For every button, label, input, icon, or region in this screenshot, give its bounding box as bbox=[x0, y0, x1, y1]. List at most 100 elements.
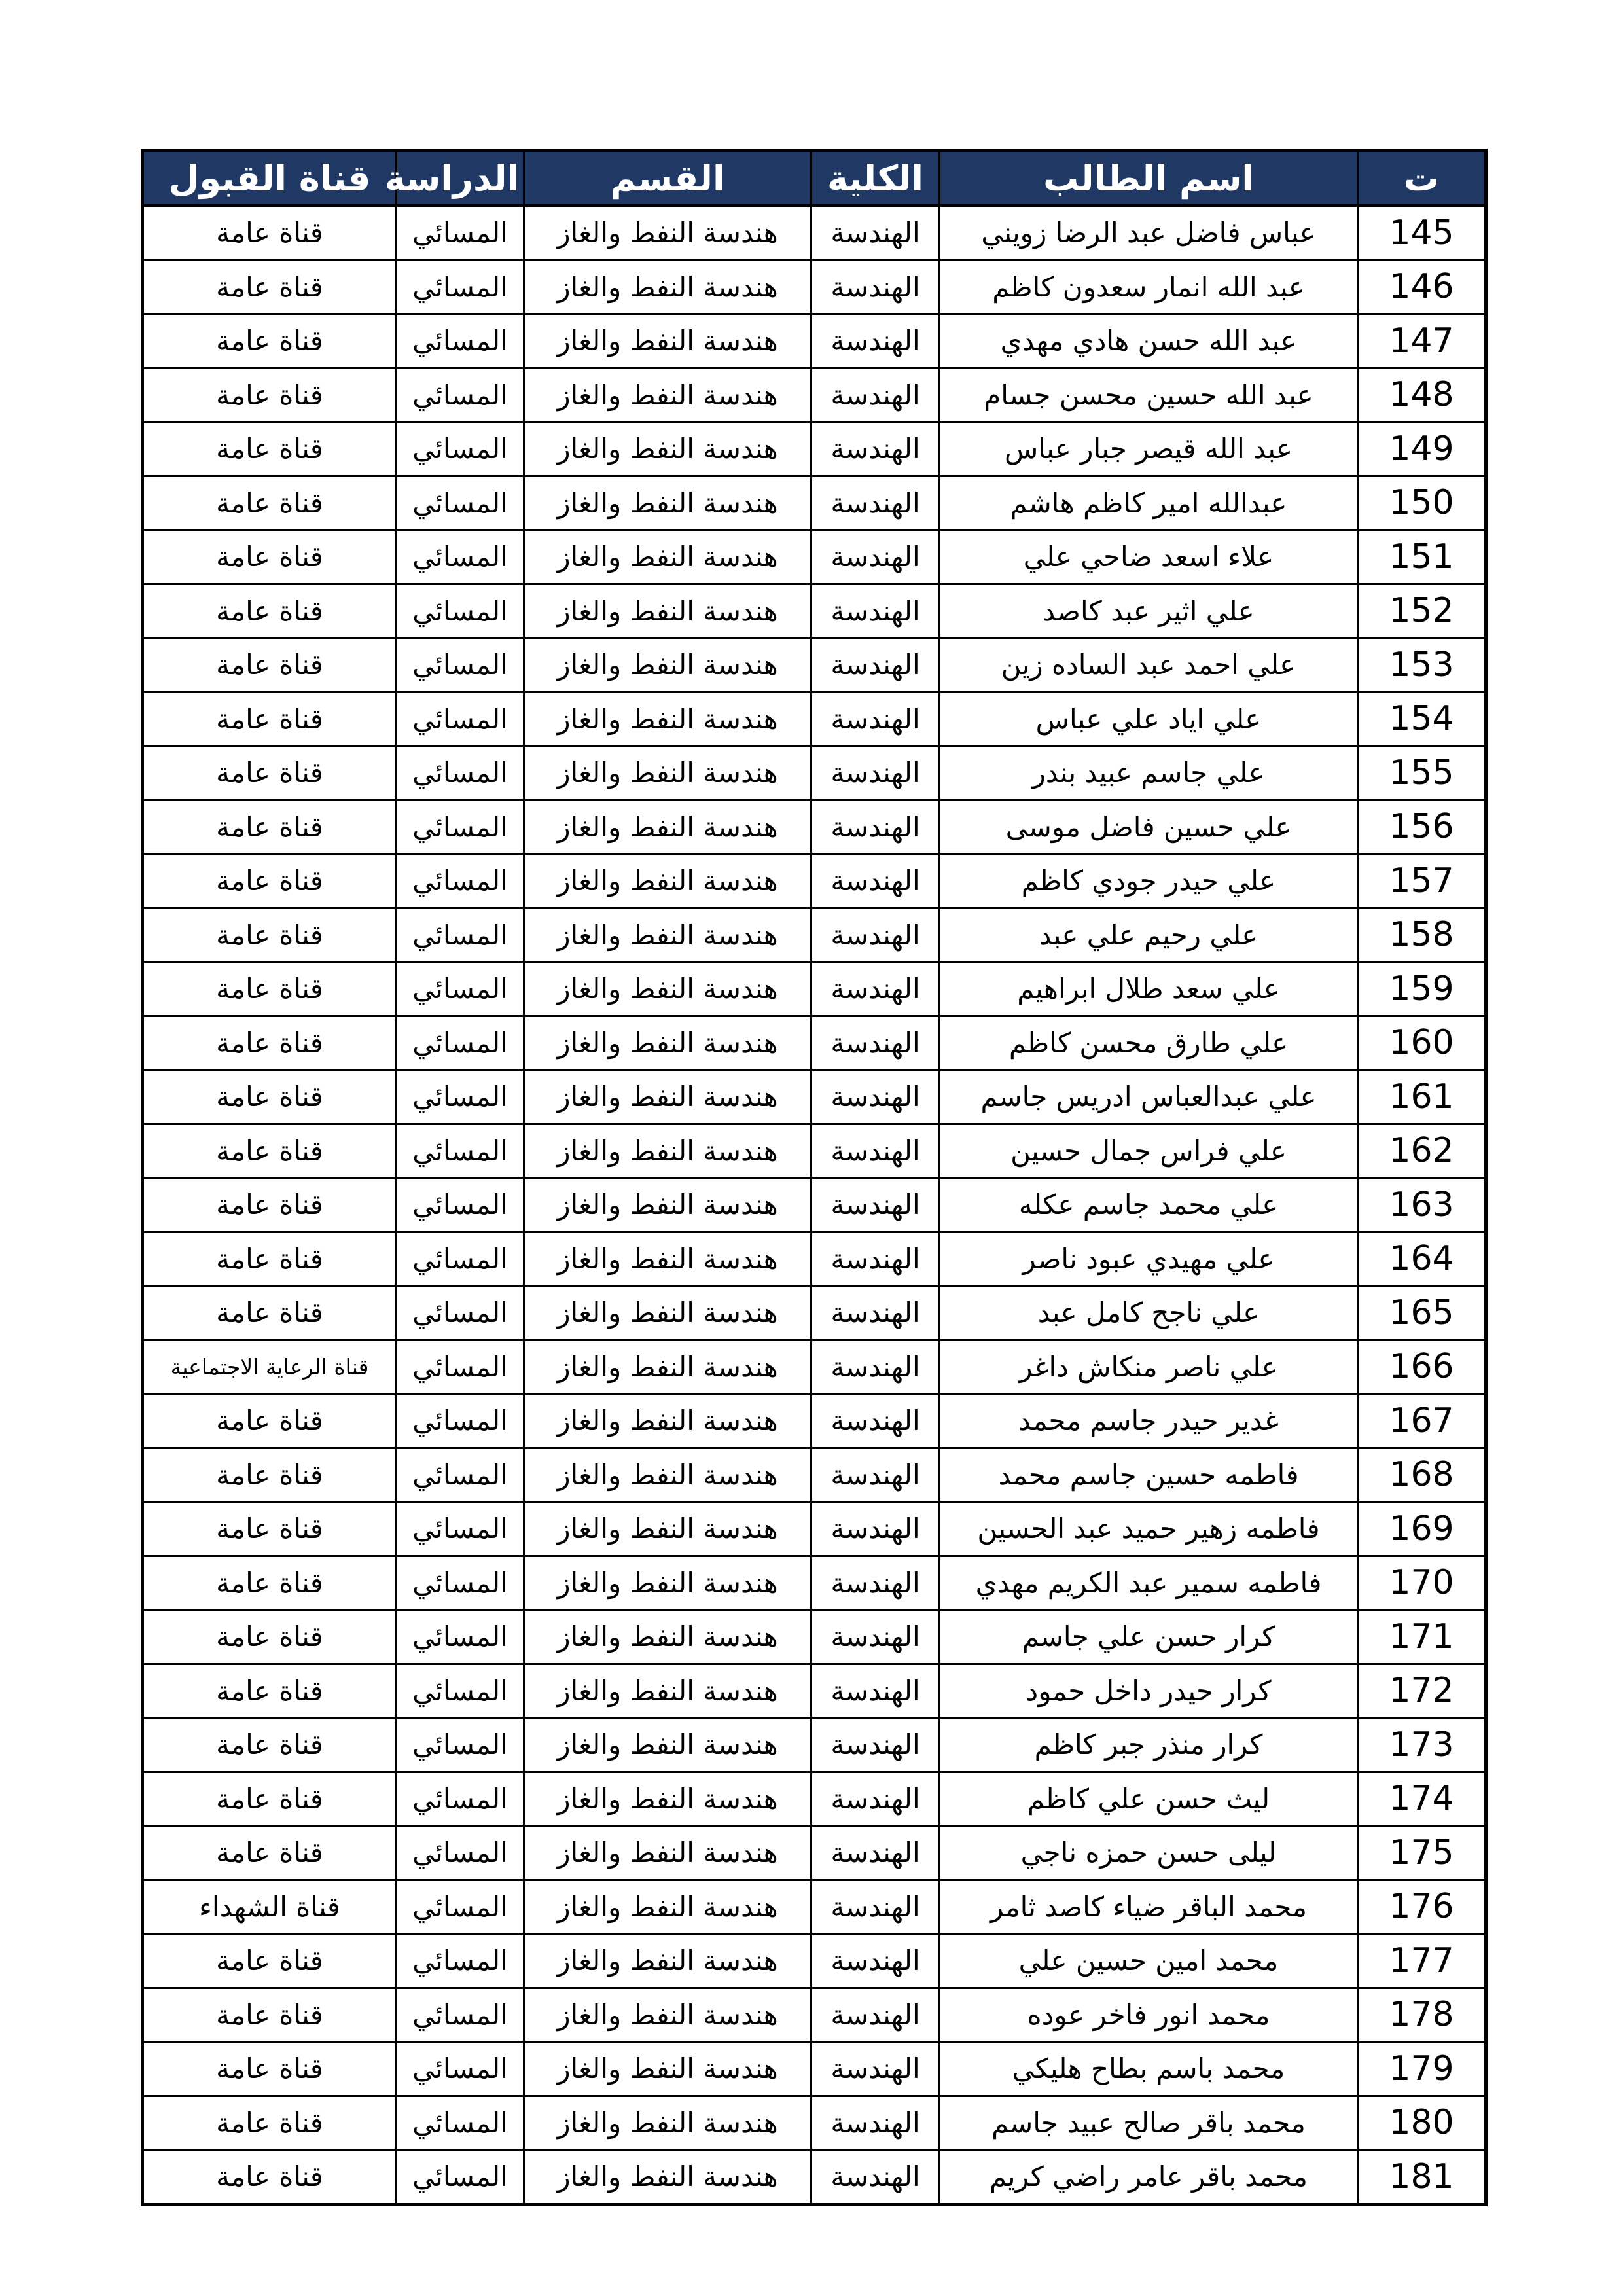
cell-department: هندسة النفط والغاز bbox=[523, 1393, 812, 1449]
cell-study: المسائي bbox=[395, 204, 525, 261]
cell-channel: قناة عامة bbox=[141, 367, 397, 423]
cell-name: علي حيدر جودي كاظم bbox=[938, 853, 1359, 909]
cell-name: علي جاسم عبيد بندر bbox=[938, 745, 1359, 801]
cell-college: الهندسة bbox=[810, 1014, 940, 1071]
cell-college: الهندسة bbox=[810, 1446, 940, 1503]
cell-study: المسائي bbox=[395, 1554, 525, 1611]
cell-college: الهندسة bbox=[810, 259, 940, 315]
cell-no: 170 bbox=[1357, 1554, 1487, 1611]
cell-department: هندسة النفط والغاز bbox=[523, 1609, 812, 1665]
cell-college: الهندسة bbox=[810, 1501, 940, 1557]
cell-department: هندسة النفط والغاز bbox=[523, 745, 812, 801]
cell-channel: قناة عامة bbox=[141, 2041, 397, 2097]
cell-no: 177 bbox=[1357, 1933, 1487, 1989]
cell-college: الهندسة bbox=[810, 1393, 940, 1449]
cell-channel: قناة عامة bbox=[141, 1446, 397, 1503]
cell-study: المسائي bbox=[395, 1230, 525, 1287]
cell-department: هندسة النفط والغاز bbox=[523, 637, 812, 693]
cell-department: هندسة النفط والغاز bbox=[523, 1122, 812, 1179]
table-row: 173 كرار منذر جبر كاظم الهندسة هندسة النفط … bbox=[141, 1717, 1487, 1773]
table-row: 150 عبدالله امير كاظم هاشم الهندسة هندسة ال… bbox=[141, 475, 1487, 531]
cell-department: هندسة النفط والغاز bbox=[523, 2041, 812, 2097]
cell-study: المسائي bbox=[395, 583, 525, 639]
table-row: 180 محمد باقر صالح عبيد جاسم الهندسة هندسة … bbox=[141, 2094, 1487, 2151]
cell-department: هندسة النفط والغاز bbox=[523, 2094, 812, 2151]
table-row: 175 ليلى حسن حمزه ناجي الهندسة هندسة النفط … bbox=[141, 1825, 1487, 1881]
students-table: ت اسم الطالب الكلية القسم الدراسة قناة ا… bbox=[141, 149, 1488, 2206]
cell-channel: قناة عامة bbox=[141, 204, 397, 261]
cell-department: هندسة النفط والغاز bbox=[523, 1446, 812, 1503]
cell-no: 167 bbox=[1357, 1393, 1487, 1449]
cell-name: فاطمه سمير عبد الكريم مهدي bbox=[938, 1554, 1359, 1611]
cell-name: كرار حسن علي جاسم bbox=[938, 1609, 1359, 1665]
cell-channel: قناة عامة bbox=[141, 1177, 397, 1233]
cell-no: 156 bbox=[1357, 798, 1487, 855]
cell-name: علي اثير عبد كاصد bbox=[938, 583, 1359, 639]
cell-name: محمد انور فاخر عوده bbox=[938, 1986, 1359, 2043]
cell-name: علاء اسعد ضاحي علي bbox=[938, 529, 1359, 585]
table-row: 165 علي ناجح كامل عبد الهندسة هندسة النفط و… bbox=[141, 1285, 1487, 1341]
cell-department: هندسة النفط والغاز bbox=[523, 421, 812, 477]
cell-no: 152 bbox=[1357, 583, 1487, 639]
cell-channel: قناة عامة bbox=[141, 1014, 397, 1071]
cell-channel: قناة عامة bbox=[141, 691, 397, 747]
cell-name: فاطمه زهير حميد عبد الحسين bbox=[938, 1501, 1359, 1557]
cell-college: الهندسة bbox=[810, 1554, 940, 1611]
cell-study: المسائي bbox=[395, 1662, 525, 1719]
cell-name: علي مهيدي عبود ناصر bbox=[938, 1230, 1359, 1287]
cell-study: المسائي bbox=[395, 1986, 525, 2043]
cell-no: 153 bbox=[1357, 637, 1487, 693]
cell-college: الهندسة bbox=[810, 1609, 940, 1665]
cell-study: المسائي bbox=[395, 853, 525, 909]
table-row: 164 علي مهيدي عبود ناصر الهندسة هندسة النفط… bbox=[141, 1230, 1487, 1287]
cell-study: المسائي bbox=[395, 1069, 525, 1125]
cell-no: 181 bbox=[1357, 2149, 1487, 2206]
cell-channel: قناة عامة bbox=[141, 1501, 397, 1557]
cell-department: هندسة النفط والغاز bbox=[523, 798, 812, 855]
table-row: 149 عبد الله قيصر جبار عباس الهندسة هندسة ا… bbox=[141, 421, 1487, 477]
cell-channel: قناة الرعاية الاجتماعية bbox=[141, 1338, 397, 1395]
cell-channel: قناة عامة bbox=[141, 1717, 397, 1773]
cell-college: الهندسة bbox=[810, 1825, 940, 1881]
cell-channel: قناة عامة bbox=[141, 2149, 397, 2206]
cell-name: ليلى حسن حمزه ناجي bbox=[938, 1825, 1359, 1881]
cell-name: عباس فاضل عبد الرضا زويني bbox=[938, 204, 1359, 261]
cell-channel: قناة عامة bbox=[141, 1069, 397, 1125]
cell-college: الهندسة bbox=[810, 1717, 940, 1773]
cell-study: المسائي bbox=[395, 2094, 525, 2151]
column-header-student-name: اسم الطالب bbox=[938, 149, 1359, 207]
cell-name: علي اياد علي عباس bbox=[938, 691, 1359, 747]
cell-no: 169 bbox=[1357, 1501, 1487, 1557]
cell-channel: قناة عامة bbox=[141, 421, 397, 477]
table-row: 177 محمد امين حسين علي الهندسة هندسة النفط … bbox=[141, 1933, 1487, 1989]
table-row: 162 علي فراس جمال حسين الهندسة هندسة النفط … bbox=[141, 1122, 1487, 1179]
cell-department: هندسة النفط والغاز bbox=[523, 367, 812, 423]
cell-channel: قناة عامة bbox=[141, 1770, 397, 1827]
column-header-admission-channel: قناة القبول bbox=[141, 149, 397, 207]
table-row: 146 عبد الله انمار سعدون كاظم الهندسة هندسة… bbox=[141, 259, 1487, 315]
cell-college: الهندسة bbox=[810, 529, 940, 585]
cell-study: المسائي bbox=[395, 798, 525, 855]
table-row: 161 علي عبدالعباس ادريس جاسم الهندسة هندسة … bbox=[141, 1069, 1487, 1125]
cell-name: كرار حيدر داخل حمود bbox=[938, 1662, 1359, 1719]
cell-department: هندسة النفط والغاز bbox=[523, 1770, 812, 1827]
cell-college: الهندسة bbox=[810, 2094, 940, 2151]
cell-name: فاطمه حسين جاسم محمد bbox=[938, 1446, 1359, 1503]
table-row: 170 فاطمه سمير عبد الكريم مهدي الهندسة هندس… bbox=[141, 1554, 1487, 1611]
cell-no: 162 bbox=[1357, 1122, 1487, 1179]
table-row: 152 علي اثير عبد كاصد الهندسة هندسة النفط و… bbox=[141, 583, 1487, 639]
cell-name: علي ناجح كامل عبد bbox=[938, 1285, 1359, 1341]
table-body: 145 عباس فاضل عبد الرضا زويني الهندسة هندسة… bbox=[141, 204, 1487, 2206]
cell-name: علي حسين فاضل موسى bbox=[938, 798, 1359, 855]
cell-college: الهندسة bbox=[810, 313, 940, 369]
cell-name: علي فراس جمال حسين bbox=[938, 1122, 1359, 1179]
cell-college: الهندسة bbox=[810, 1230, 940, 1287]
cell-department: هندسة النفط والغاز bbox=[523, 259, 812, 315]
cell-study: المسائي bbox=[395, 1878, 525, 1935]
cell-no: 145 bbox=[1357, 204, 1487, 261]
cell-no: 172 bbox=[1357, 1662, 1487, 1719]
cell-name: علي عبدالعباس ادريس جاسم bbox=[938, 1069, 1359, 1125]
cell-no: 171 bbox=[1357, 1609, 1487, 1665]
table-row: 171 كرار حسن علي جاسم الهندسة هندسة النفط و… bbox=[141, 1609, 1487, 1665]
